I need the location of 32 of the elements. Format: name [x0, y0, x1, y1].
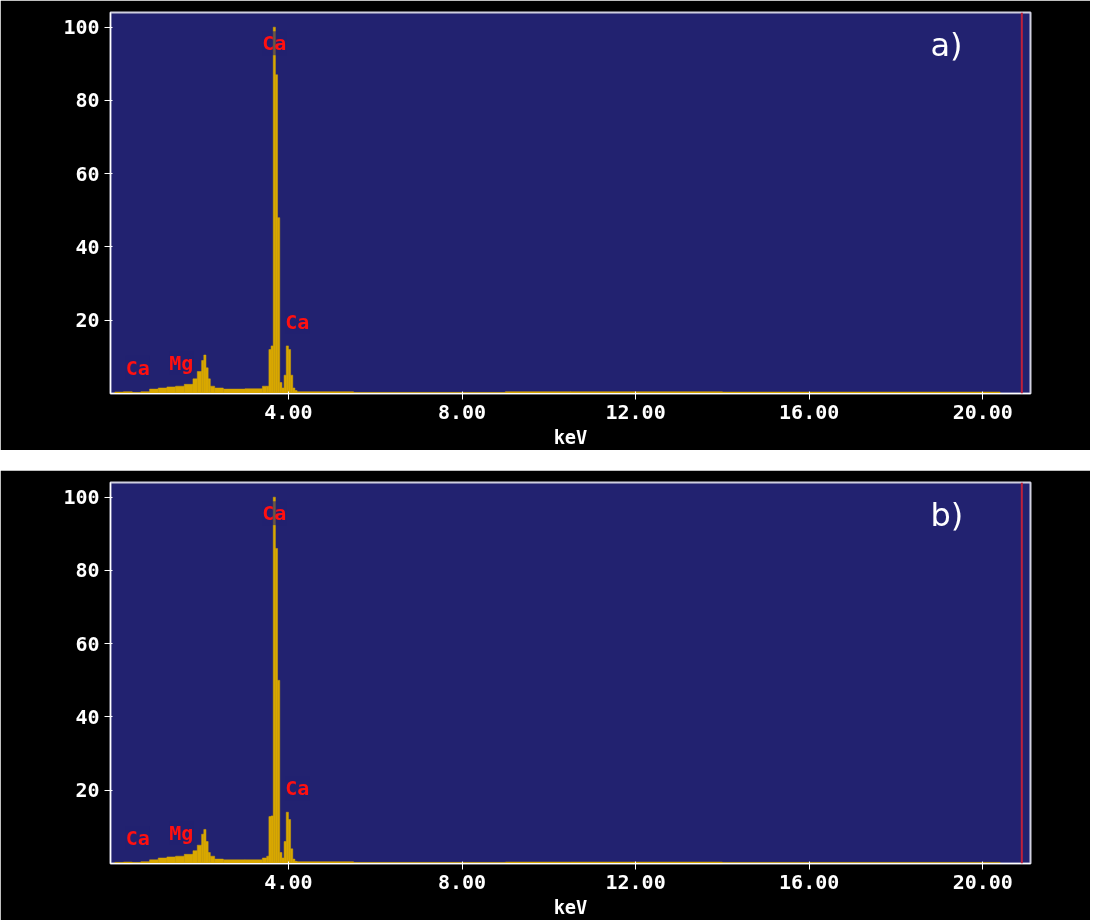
annotation: Mg: [169, 820, 194, 845]
y-tick-label: 80: [75, 558, 100, 583]
x-tick-label: 20.00: [952, 399, 1013, 424]
x-tick-label: 16.00: [779, 399, 840, 424]
x-tick-label: 8.00: [437, 399, 487, 424]
annotation: Ca: [285, 309, 310, 334]
x-tick-label: 12.00: [605, 399, 666, 424]
y-tick-label: 60: [75, 631, 100, 656]
annotation: Ca: [285, 776, 310, 801]
x-tick-label: 8.00: [437, 869, 487, 894]
annotation: Mg: [169, 350, 194, 375]
chart-title: b): [930, 495, 964, 534]
y-tick-label: 100: [63, 485, 100, 510]
annotation: Ca: [125, 826, 150, 851]
x-tick-label: 16.00: [779, 869, 840, 894]
x-axis-title: keV: [553, 896, 588, 918]
x-tick-label: 4.00: [264, 399, 313, 424]
y-tick-label: 40: [75, 234, 100, 259]
annotation: Ca: [262, 501, 287, 526]
x-tick-label: 12.00: [605, 869, 666, 894]
y-tick-label: 100: [63, 15, 100, 40]
chart-title: a): [930, 25, 963, 64]
y-tick-label: 20: [75, 778, 100, 803]
annotation: Ca: [125, 355, 150, 380]
y-tick-label: 60: [75, 161, 100, 186]
annotation: Ca: [262, 31, 287, 56]
x-axis-title: keV: [553, 426, 588, 448]
y-tick-label: 80: [75, 88, 100, 113]
y-tick-label: 20: [75, 308, 100, 333]
x-tick-label: 4.00: [264, 869, 313, 894]
y-tick-label: 40: [75, 704, 100, 729]
x-tick-label: 20.00: [952, 869, 1013, 894]
